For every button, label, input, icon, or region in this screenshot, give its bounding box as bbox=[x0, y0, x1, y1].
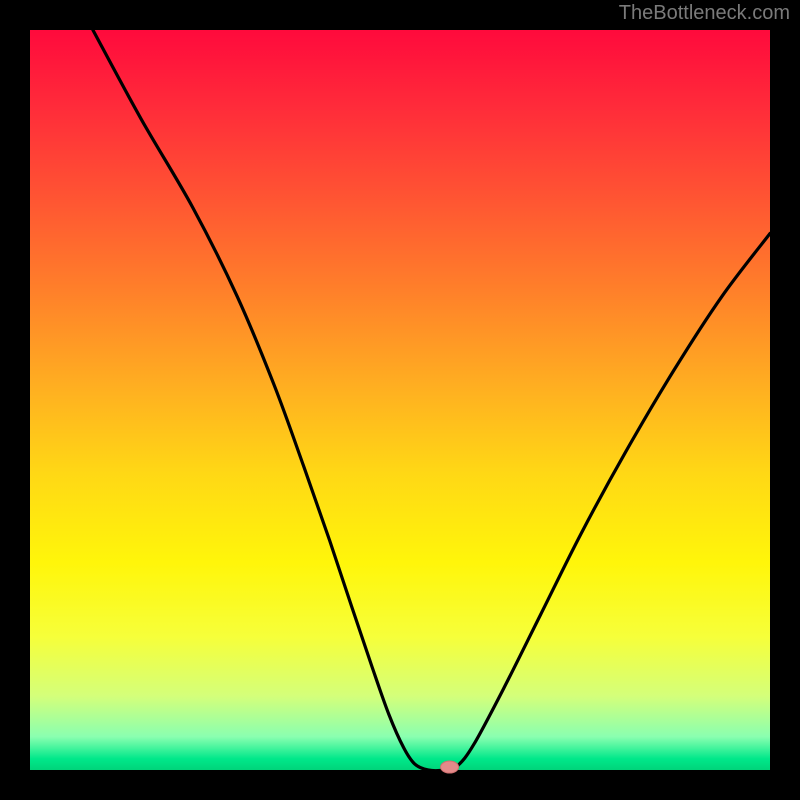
chart-plot-area bbox=[30, 30, 770, 770]
bottleneck-chart bbox=[0, 0, 800, 800]
watermark-label: TheBottleneck.com bbox=[619, 2, 790, 25]
optimal-marker bbox=[441, 761, 459, 773]
chart-container: TheBottleneck.com bbox=[0, 0, 800, 800]
